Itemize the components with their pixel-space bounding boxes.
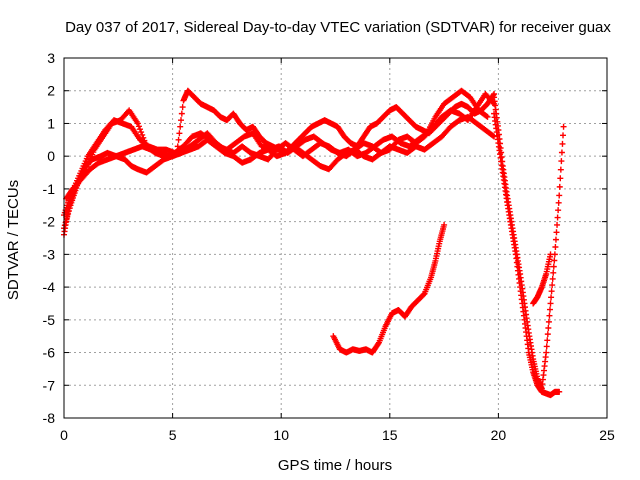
data-point <box>558 158 565 165</box>
data-point <box>548 288 555 295</box>
data-point <box>483 113 490 120</box>
data-point <box>554 214 561 221</box>
y-tick-label: -8 <box>43 410 56 426</box>
data-point <box>178 117 185 124</box>
series-3 <box>63 87 498 202</box>
y-tick-label: -2 <box>43 214 56 230</box>
data-point <box>174 143 181 150</box>
data-point <box>554 221 561 228</box>
series-6 <box>530 251 554 307</box>
x-axis-ticks: 0 5 10 15 20 25 <box>60 58 615 443</box>
data-point <box>556 388 563 395</box>
data-point <box>555 199 562 206</box>
data-point <box>545 325 552 331</box>
data-point <box>179 104 186 111</box>
data-point <box>138 129 145 136</box>
data-point <box>134 120 141 127</box>
data-point <box>556 192 563 199</box>
data-point <box>173 149 180 156</box>
data-point <box>544 331 551 338</box>
data-point <box>491 133 498 140</box>
data-point <box>544 337 551 344</box>
data-point <box>547 251 554 258</box>
x-tick-label: 15 <box>382 427 398 443</box>
data-point <box>61 222 68 229</box>
y-tick-label: -5 <box>43 312 56 328</box>
data-point <box>560 132 567 139</box>
data-point <box>139 131 146 138</box>
x-tick-label: 5 <box>169 427 177 443</box>
data-point <box>65 210 72 217</box>
data-point <box>551 257 558 264</box>
data-point <box>135 123 142 130</box>
y-tick-label: -1 <box>43 181 56 197</box>
y-axis-ticks: 3 2 1 0 -1 -2 -3 -4 -5 -6 -7 -8 <box>43 50 607 426</box>
data-point <box>545 318 552 325</box>
data-point <box>176 130 183 137</box>
y-tick-label: -3 <box>43 246 56 262</box>
y-tick-label: -6 <box>43 345 56 361</box>
data-point <box>549 282 556 289</box>
grid-lines <box>64 58 607 418</box>
data-point <box>375 340 382 347</box>
data-point <box>546 306 553 313</box>
data-point <box>556 183 563 190</box>
data-point <box>484 113 491 120</box>
y-tick-label: 0 <box>47 148 55 164</box>
data-point <box>555 207 562 214</box>
data-point <box>546 312 553 319</box>
y-tick-label: 1 <box>47 115 55 131</box>
data-point <box>557 175 564 182</box>
data-point <box>559 140 566 147</box>
data-point <box>441 221 448 228</box>
data-point <box>137 126 144 133</box>
data-point <box>553 229 560 236</box>
y-tick-label: 3 <box>47 50 55 66</box>
y-tick-label: -4 <box>43 279 56 295</box>
data-point <box>543 343 550 350</box>
x-tick-label: 20 <box>491 427 507 443</box>
data-point <box>547 300 554 307</box>
x-tick-label: 0 <box>60 427 68 443</box>
y-tick-label: -7 <box>43 377 56 393</box>
x-axis-label: GPS time / hours <box>278 457 392 474</box>
data-point <box>552 244 559 250</box>
data-point <box>178 110 185 117</box>
data-point <box>64 213 71 220</box>
data-point <box>65 208 72 214</box>
data-point <box>543 349 550 356</box>
x-tick-label: 25 <box>599 427 615 443</box>
y-tick-label: 2 <box>47 83 55 99</box>
data-point <box>550 269 557 276</box>
data-point <box>175 136 182 143</box>
data-point <box>557 166 564 173</box>
series-7 <box>330 221 448 356</box>
x-tick-label: 10 <box>273 427 289 443</box>
data-point <box>177 123 184 130</box>
series-5 <box>491 110 563 399</box>
data-point <box>560 123 567 130</box>
data-point <box>548 294 555 301</box>
chart-title: Day 037 of 2017, Sidereal Day-to-day VTE… <box>65 19 611 36</box>
y-axis-label: SDTVAR / TECUs <box>5 180 22 300</box>
plot-frame <box>63 57 608 419</box>
data-point <box>552 236 559 243</box>
data-points <box>61 87 567 399</box>
data-point <box>549 275 556 282</box>
data-point <box>550 263 557 270</box>
data-point <box>558 149 565 156</box>
